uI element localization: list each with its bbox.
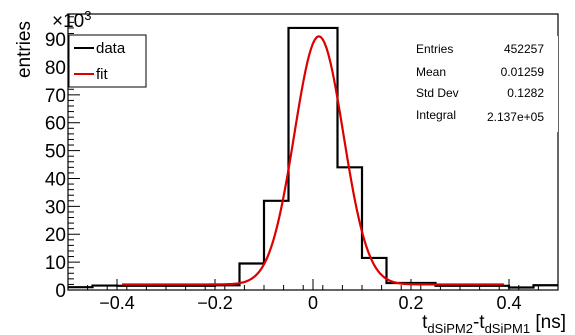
x-tick-label: 0.2: [398, 293, 423, 313]
y-tick-label: 60: [45, 114, 66, 135]
y-axis-label: entries: [14, 21, 35, 78]
y-tick-label: 70: [45, 86, 66, 107]
y-tick-label: 20: [45, 225, 66, 246]
y-tick-label: 40: [45, 169, 66, 190]
x-tick-label: −0.4: [99, 293, 135, 313]
stats-value-integral: 2.137e+05: [487, 110, 544, 124]
data-histogram-line: [68, 26, 558, 289]
stats-box-frame: [405, 36, 558, 132]
y-tick-label: 10: [45, 253, 66, 274]
stats-value-stddev: 0.1282: [507, 86, 544, 100]
y-tick-label: 30: [45, 197, 66, 218]
stats-label-entries: Entries: [416, 42, 453, 56]
stats-label-integral: Integral: [416, 108, 456, 122]
legend-box: [68, 34, 147, 88]
stats-value-entries: 452257: [504, 42, 544, 56]
y-tick-label: 90: [45, 30, 66, 51]
fit-curve-line: [121, 35, 505, 286]
x-axis-label: tdSiPM2-tdSiPM1 [ns]: [422, 312, 566, 335]
stats-label-stddev: Std Dev: [416, 86, 459, 100]
stats-label-mean: Mean: [416, 65, 446, 79]
y-axis-ticks: 0 10 20 30 40 50 60 70 80 90: [45, 16, 80, 302]
stats-box: Entries 452257 Mean 0.01259 Std Dev 0.12…: [405, 36, 558, 132]
stats-value-mean: 0.01259: [501, 65, 545, 79]
legend-data-label: data: [96, 40, 126, 57]
y-tick-label: 50: [45, 142, 66, 163]
fit-series: [121, 35, 505, 286]
legend-fit-label: fit: [96, 66, 109, 83]
x-tick-label: 0.4: [496, 293, 521, 313]
data-series: [68, 26, 558, 289]
plot-frame: [67, 13, 559, 291]
y-tick-label: 0: [55, 281, 66, 302]
y-tick-label: 80: [45, 58, 66, 79]
legend: data fit: [68, 34, 147, 88]
x-tick-label: −0.2: [197, 293, 233, 313]
x-tick-label: 0: [308, 293, 318, 313]
